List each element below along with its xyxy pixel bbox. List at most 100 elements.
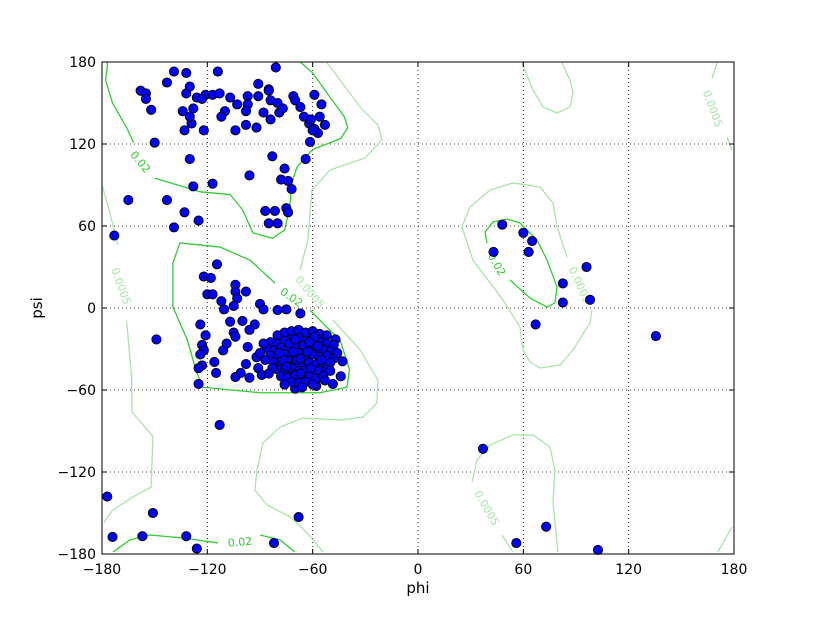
data-point (205, 272, 216, 283)
data-point (541, 521, 552, 532)
data-point (258, 107, 269, 118)
data-point (557, 278, 568, 289)
data-point (146, 104, 157, 115)
data-point (209, 356, 220, 368)
data-point (274, 348, 285, 359)
data-point (240, 358, 252, 370)
data-point (260, 354, 271, 365)
data-point (198, 125, 209, 136)
data-point (237, 315, 248, 327)
data-point (168, 66, 180, 77)
data-point (281, 361, 292, 372)
data-point (216, 111, 227, 122)
contour-line-0.0005 (254, 319, 379, 553)
x-tick-label: −120 (188, 562, 226, 578)
data-point (265, 114, 276, 125)
data-point (181, 531, 192, 542)
data-point (272, 218, 283, 229)
contour-line-0.02 (259, 534, 296, 553)
data-point (316, 354, 327, 365)
data-point (304, 337, 315, 348)
y-tick-label: 180 (69, 55, 96, 71)
x-tick-label: −180 (83, 562, 121, 578)
data-point (184, 81, 195, 92)
data-point (200, 330, 211, 341)
data-point (307, 125, 318, 136)
data-point (283, 207, 294, 218)
data-point (137, 531, 148, 542)
data-point (161, 194, 173, 206)
data-point (277, 103, 288, 114)
data-point (232, 99, 243, 110)
data-point (179, 125, 190, 136)
contour-line-0.02 (104, 62, 135, 143)
data-point (523, 246, 534, 258)
data-point (300, 153, 311, 165)
data-point (316, 99, 327, 110)
data-point (332, 348, 343, 359)
data-point (242, 341, 253, 353)
data-point (263, 218, 274, 229)
data-point (197, 93, 208, 104)
data-point (179, 207, 190, 218)
y-tick-label: 120 (69, 137, 96, 153)
y-tick-label: −180 (58, 547, 96, 563)
data-point (212, 66, 223, 77)
data-point (244, 324, 255, 335)
x-tick-label: 60 (514, 562, 532, 578)
contour-line-0.0005 (299, 62, 383, 271)
data-point (109, 230, 120, 241)
data-point (177, 106, 188, 117)
data-point (325, 365, 336, 376)
data-point (149, 137, 160, 148)
contour-line-0.0005 (103, 320, 154, 523)
data-point (279, 163, 290, 174)
data-point (319, 119, 331, 130)
data-point (240, 286, 252, 297)
data-point (188, 181, 199, 192)
data-point (268, 538, 280, 549)
data-point (511, 538, 522, 549)
data-point (477, 443, 489, 454)
data-point (214, 88, 225, 99)
data-point (193, 215, 204, 226)
data-point (191, 543, 202, 554)
x-axis-label: phi (406, 579, 429, 597)
data-point (319, 375, 331, 386)
data-point (235, 367, 246, 378)
data-point (254, 348, 266, 359)
contour-line-0.0005 (711, 62, 718, 79)
x-tick-label: 120 (615, 562, 642, 578)
data-point (147, 507, 158, 519)
data-point (557, 297, 568, 308)
data-point (260, 205, 271, 217)
data-point (295, 308, 306, 319)
data-point (193, 363, 204, 374)
data-point (281, 304, 292, 315)
data-point (297, 382, 308, 393)
data-point (151, 334, 162, 345)
y-axis-label: psi (28, 297, 46, 319)
data-point (221, 338, 232, 349)
y-tick-label: 60 (78, 219, 96, 235)
y-tick-label: −60 (66, 383, 96, 399)
contour-line-0.0005 (471, 434, 559, 553)
x-tick-label: −60 (298, 562, 328, 578)
data-point (244, 372, 255, 383)
data-point (307, 379, 318, 390)
axis-ticks: −180 −120 −60 0 60 120 180 −180 −120 −60 0 60 120 180 (58, 55, 748, 578)
data-point (263, 85, 274, 96)
x-tick-label: 180 (721, 562, 748, 578)
data-point (335, 371, 346, 382)
data-point (309, 89, 320, 100)
data-point (497, 219, 508, 230)
data-point (290, 334, 301, 345)
data-point (123, 194, 134, 206)
data-point (279, 379, 290, 390)
data-point (530, 319, 541, 330)
data-point (295, 102, 306, 113)
data-point (140, 93, 151, 104)
data-point (258, 338, 269, 349)
data-point (337, 356, 348, 367)
